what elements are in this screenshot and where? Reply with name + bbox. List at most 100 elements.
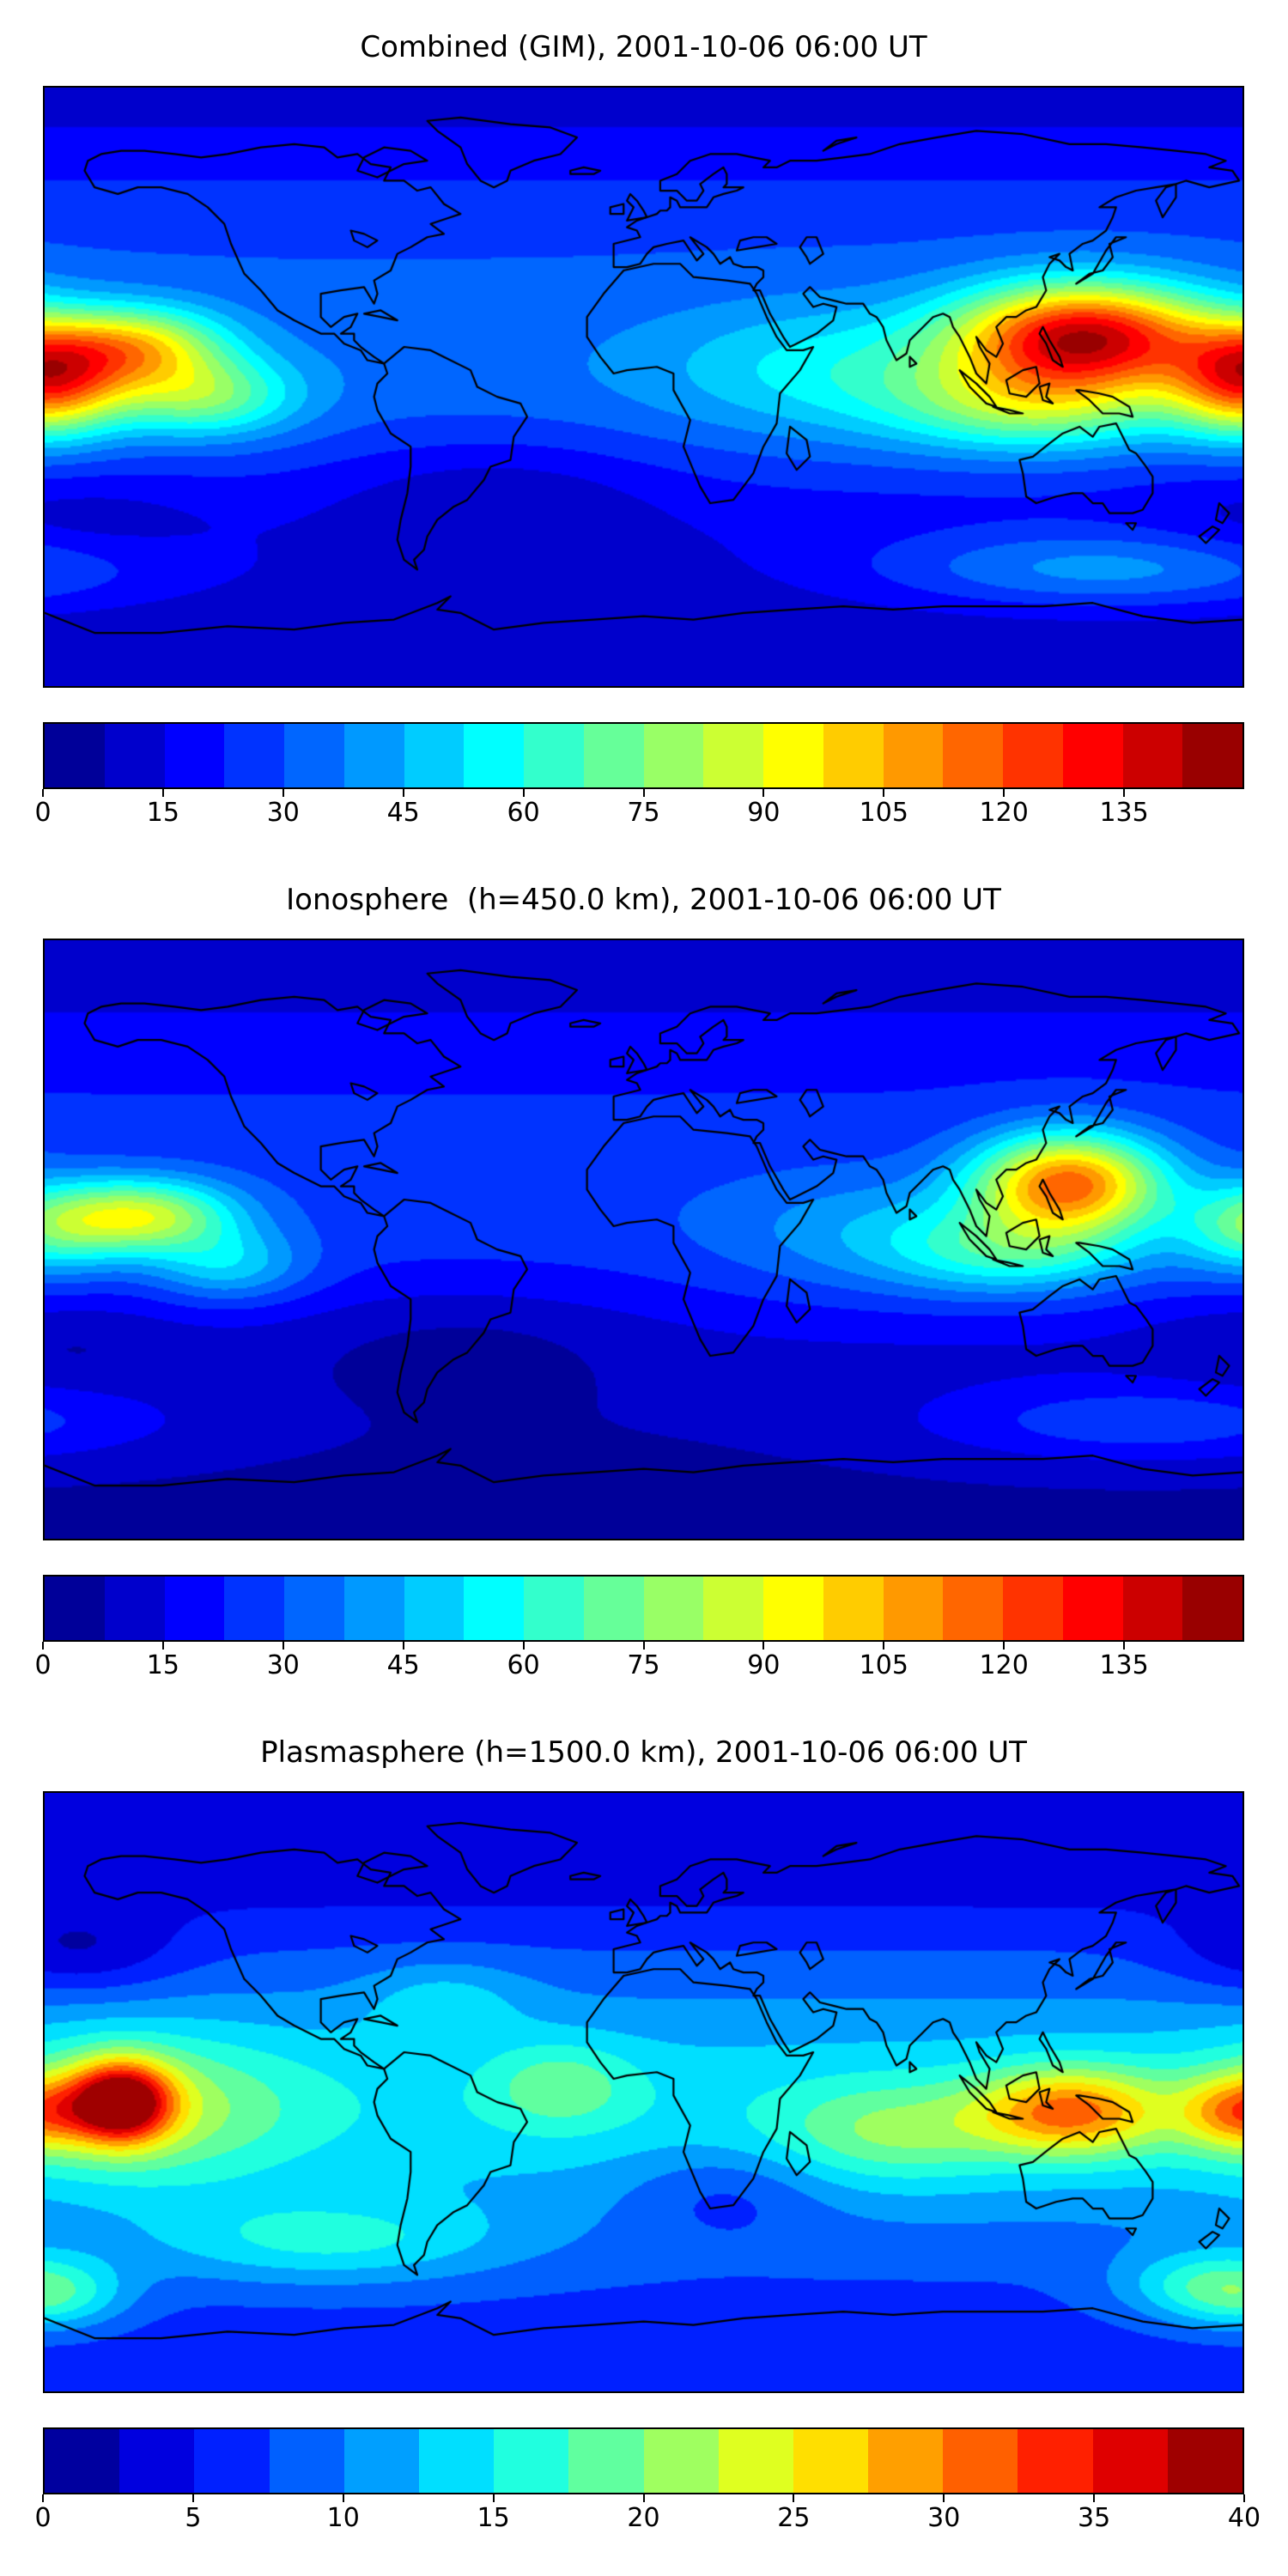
- colorbar: [43, 722, 1244, 789]
- colorbar-tick-mark: [191, 2494, 194, 2502]
- panel-title: Combined (GIM), 2001-10-06 06:00 UT: [360, 30, 927, 64]
- colorbar-tick-mark: [161, 789, 164, 797]
- colorbar-tick-mark: [793, 2494, 795, 2502]
- colorbar-segment: [703, 1577, 763, 1640]
- colorbar-tick-mark: [943, 2494, 945, 2502]
- colorbar-tick-mark: [161, 1642, 164, 1649]
- colorbar-segment: [524, 1577, 584, 1640]
- colorbar-segment: [418, 2429, 495, 2493]
- colorbar: [43, 1575, 1244, 1642]
- colorbar-segment: [943, 2429, 1018, 2493]
- colorbar-tick-mark: [642, 789, 645, 797]
- colorbar-tick-mark: [522, 789, 525, 797]
- colorbar-tick-mark: [1003, 789, 1005, 797]
- colorbar-segment: [1003, 724, 1063, 787]
- colorbar-segment: [343, 2429, 419, 2493]
- world-tec-map-canvas: [45, 1793, 1242, 2391]
- colorbar-tick-label: 0: [34, 1650, 52, 1680]
- colorbar-segment: [703, 724, 763, 787]
- colorbar-tick-mark: [1123, 789, 1126, 797]
- colorbar-segment: [45, 1577, 105, 1640]
- colorbar-segment: [643, 2429, 719, 2493]
- colorbar-tick-label: 75: [627, 1650, 660, 1680]
- colorbar-segment: [1182, 724, 1242, 787]
- colorbar-tick-mark: [1003, 1642, 1005, 1649]
- colorbar-ticks: 0 5 10 15 20 25 30 35 40: [34, 2494, 1261, 2536]
- colorbar-segment: [269, 2429, 344, 2493]
- colorbar-segment: [883, 1577, 944, 1640]
- colorbar-tick-label: 15: [146, 798, 179, 828]
- colorbar-segment: [343, 1577, 404, 1640]
- colorbar-tick-mark: [642, 1642, 645, 1649]
- colorbar-segment: [464, 724, 524, 787]
- panel-combined-gim: Combined (GIM), 2001-10-06 06:00 UT 0 15 3…: [34, 29, 1244, 830]
- colorbar-tick-label: 75: [627, 798, 660, 828]
- colorbar-segment: [464, 1577, 524, 1640]
- colorbar-tick-label: 35: [1078, 2503, 1111, 2533]
- panel-title: Ionosphere (h=450.0 km), 2001-10-06 06:0…: [286, 883, 1001, 917]
- colorbar-tick-label: 30: [266, 1650, 300, 1680]
- colorbar-segment: [343, 724, 404, 787]
- colorbar-tick-mark: [492, 2494, 495, 2502]
- colorbar-tick-label: 120: [979, 798, 1029, 828]
- colorbar-tick-label: 15: [477, 2503, 510, 2533]
- colorbar-tick-mark: [42, 1642, 44, 1649]
- panel-ionosphere: Ionosphere (h=450.0 km), 2001-10-06 06:0…: [34, 882, 1244, 1683]
- colorbar-tick-label: 0: [34, 2503, 52, 2533]
- colorbar-segment: [404, 724, 465, 787]
- colorbar-segment: [164, 1577, 225, 1640]
- colorbar-segment: [1092, 2429, 1168, 2493]
- colorbar-segment: [224, 1577, 284, 1640]
- colorbar-segment: [404, 1577, 465, 1640]
- colorbar-tick-mark: [1093, 2494, 1096, 2502]
- colorbar-tick-mark: [883, 789, 885, 797]
- colorbar-segment: [643, 724, 704, 787]
- colorbar-segment: [284, 1577, 344, 1640]
- map-frame: [43, 1791, 1244, 2393]
- colorbar-tick-mark: [642, 2494, 645, 2502]
- colorbar-segment: [224, 724, 284, 787]
- colorbar-tick-mark: [282, 1642, 284, 1649]
- colorbar-segment: [718, 2429, 793, 2493]
- colorbar-tick-mark: [522, 1642, 525, 1649]
- colorbar-tick-label: 60: [507, 1650, 540, 1680]
- colorbar-segment: [284, 724, 344, 787]
- colorbar-tick-label: 30: [266, 798, 300, 828]
- colorbar-segment: [583, 724, 644, 787]
- colorbar-segment: [494, 2429, 569, 2493]
- map-frame: [43, 939, 1244, 1540]
- colorbar-tick-mark: [402, 789, 404, 797]
- colorbar-segment: [763, 1577, 823, 1640]
- colorbar-tick-mark: [282, 789, 284, 797]
- colorbar-segment: [823, 724, 884, 787]
- colorbar-tick-label: 0: [34, 798, 52, 828]
- colorbar-segment: [1062, 724, 1123, 787]
- colorbar-tick-label: 20: [627, 2503, 660, 2533]
- colorbar-segment: [1182, 1577, 1242, 1640]
- colorbar-segment: [823, 1577, 884, 1640]
- colorbar-tick-label: 25: [777, 2503, 811, 2533]
- colorbar-segment: [1003, 1577, 1063, 1640]
- colorbar-tick-label: 45: [386, 1650, 420, 1680]
- colorbar-tick-label: 105: [859, 798, 908, 828]
- colorbar-tick-mark: [342, 2494, 344, 2502]
- colorbar-ticks: 0 15 30 45 60 75 90 105 120 135: [34, 789, 1244, 830]
- colorbar-segment: [45, 2429, 120, 2493]
- colorbar-segment: [943, 1577, 1003, 1640]
- colorbar-tick-label: 60: [507, 798, 540, 828]
- colorbar-segment: [1062, 1577, 1123, 1640]
- colorbar-tick-label: 45: [386, 798, 420, 828]
- colorbar-tick-label: 40: [1227, 2503, 1261, 2533]
- panel-title: Plasmasphere (h=1500.0 km), 2001-10-06 0…: [260, 1735, 1027, 1770]
- colorbar-segment: [119, 2429, 195, 2493]
- colorbar-segment: [1122, 724, 1183, 787]
- colorbar-segment: [868, 2429, 944, 2493]
- colorbar-segment: [763, 724, 823, 787]
- colorbar-segment: [104, 724, 165, 787]
- colorbar-ticks: 0 15 30 45 60 75 90 105 120 135: [34, 1642, 1244, 1683]
- colorbar-tick-label: 15: [146, 1650, 179, 1680]
- colorbar-segment: [1167, 2429, 1242, 2493]
- colorbar-tick-label: 135: [1099, 1650, 1149, 1680]
- colorbar-segment: [568, 2429, 644, 2493]
